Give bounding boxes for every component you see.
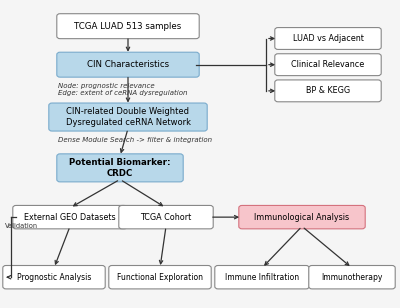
Text: CIN Characteristics: CIN Characteristics <box>87 60 169 69</box>
Text: Functional Exploration: Functional Exploration <box>117 273 203 282</box>
Text: BP & KEGG: BP & KEGG <box>306 86 350 95</box>
Text: Immunological Analysis: Immunological Analysis <box>254 213 350 222</box>
FancyBboxPatch shape <box>275 27 381 49</box>
FancyBboxPatch shape <box>57 52 199 77</box>
Text: Validation: Validation <box>5 223 38 229</box>
Text: Prognostic Analysis: Prognostic Analysis <box>17 273 91 282</box>
Text: Node: prognostic relevance
Edge: extent of ceRNA dysregulation: Node: prognostic relevance Edge: extent … <box>58 83 188 96</box>
FancyBboxPatch shape <box>49 103 207 131</box>
Text: External GEO Datasets: External GEO Datasets <box>24 213 116 222</box>
Text: Immune Infiltration: Immune Infiltration <box>225 273 299 282</box>
FancyBboxPatch shape <box>3 265 105 289</box>
Text: TCGA Cohort: TCGA Cohort <box>140 213 192 222</box>
FancyBboxPatch shape <box>57 14 199 38</box>
Text: CIN-related Double Weighted
Dysregulated ceRNA Network: CIN-related Double Weighted Dysregulated… <box>66 107 190 127</box>
Text: Potential Biomarker:
CRDC: Potential Biomarker: CRDC <box>69 158 171 177</box>
FancyBboxPatch shape <box>57 154 183 182</box>
FancyBboxPatch shape <box>215 265 309 289</box>
Text: Clinical Relevance: Clinical Relevance <box>291 60 365 69</box>
Text: LUAD vs Adjacent: LUAD vs Adjacent <box>292 34 364 43</box>
Text: Dense Module Search -> filter & integration: Dense Module Search -> filter & integrat… <box>58 137 212 143</box>
FancyBboxPatch shape <box>239 205 365 229</box>
Text: TCGA LUAD 513 samples: TCGA LUAD 513 samples <box>74 22 182 31</box>
FancyBboxPatch shape <box>309 265 395 289</box>
FancyBboxPatch shape <box>275 54 381 75</box>
FancyBboxPatch shape <box>119 205 213 229</box>
FancyBboxPatch shape <box>13 205 127 229</box>
FancyBboxPatch shape <box>109 265 211 289</box>
FancyBboxPatch shape <box>275 80 381 102</box>
Text: Immunotherapy: Immunotherapy <box>321 273 383 282</box>
